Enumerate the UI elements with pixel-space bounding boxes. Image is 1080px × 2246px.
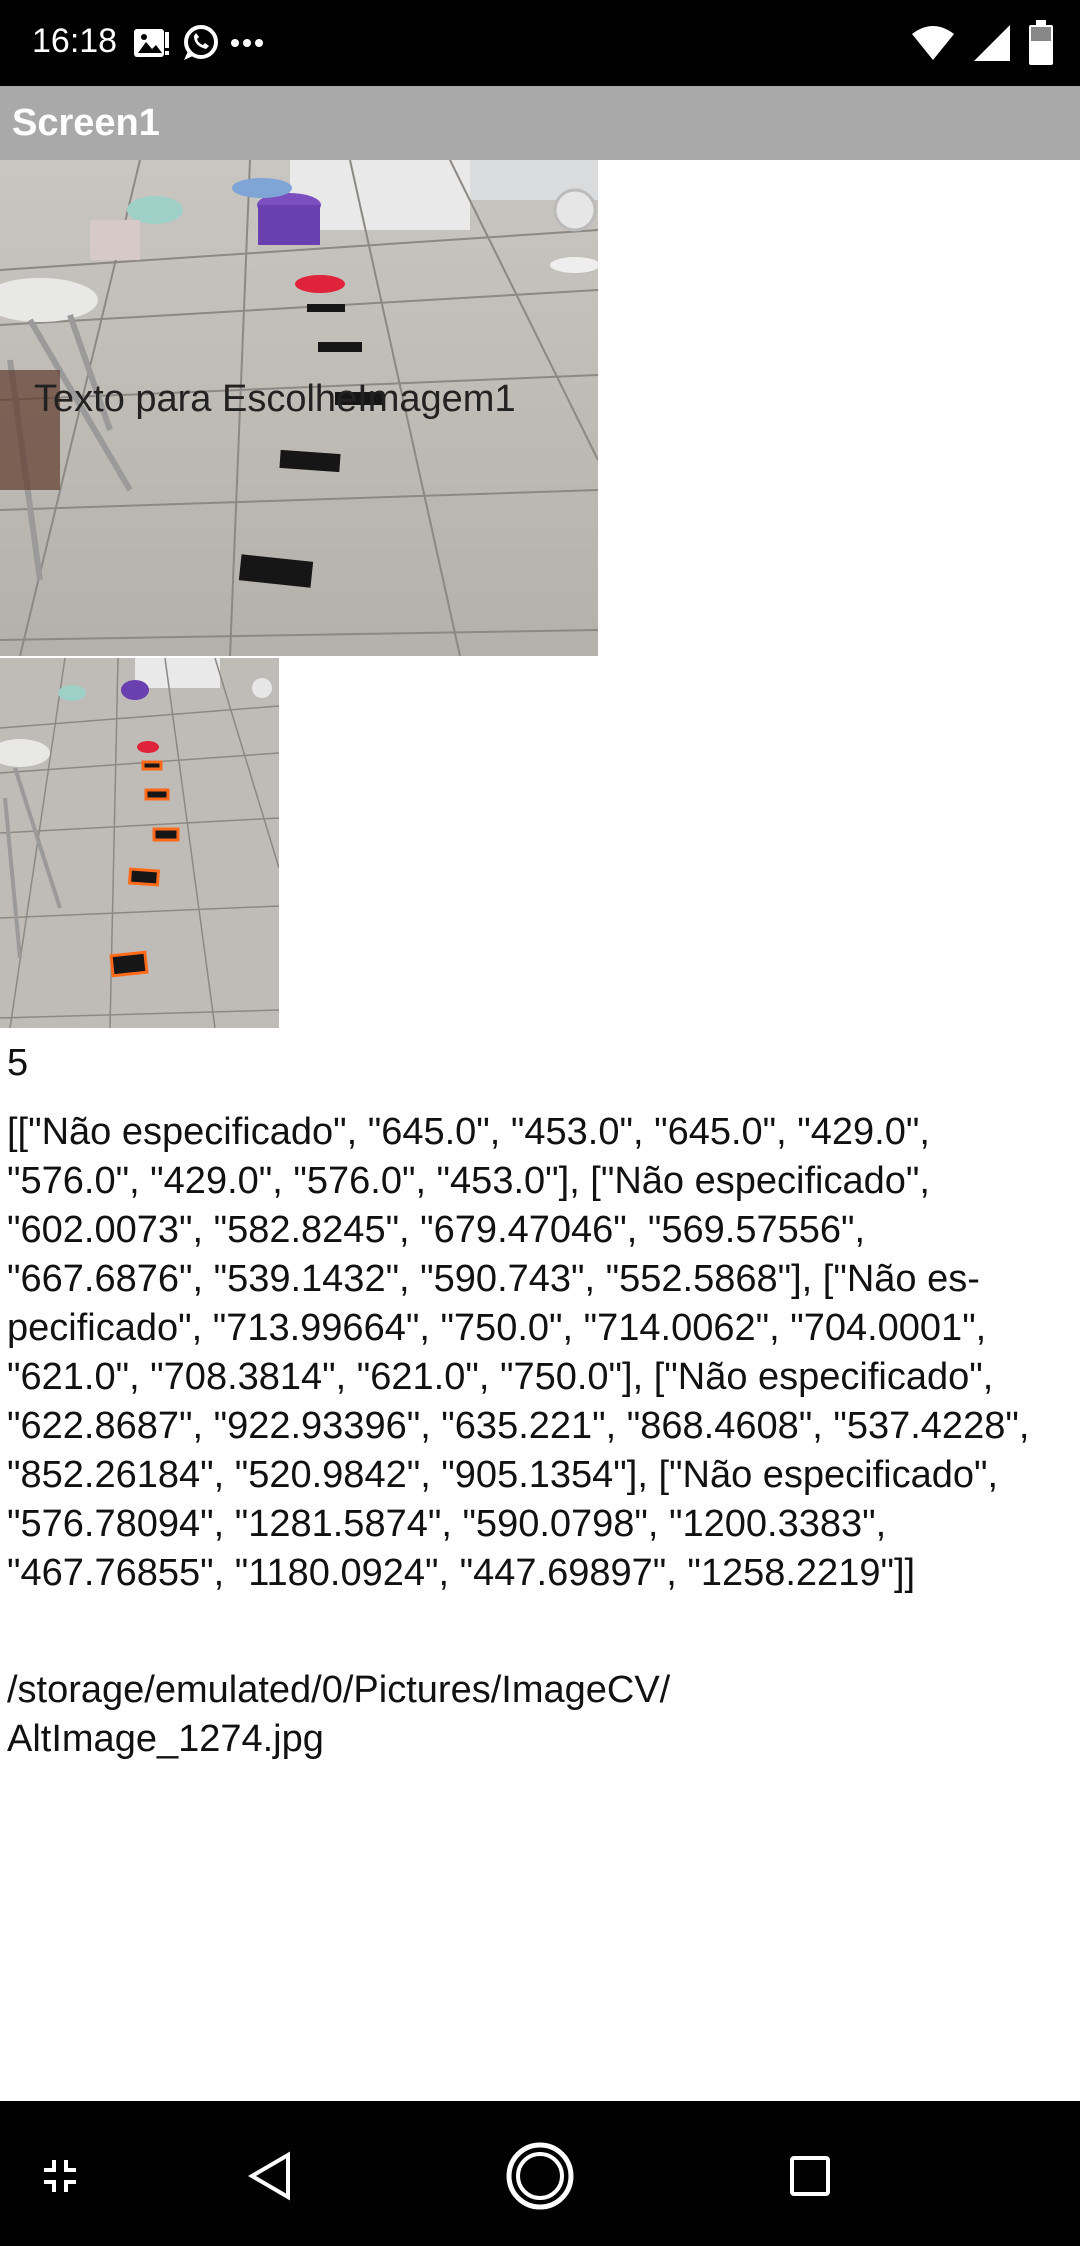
battery-icon [1029,20,1053,65]
title-bar: Screen1 [0,86,1080,160]
collapse-button[interactable] [15,2131,105,2221]
more-dots-icon [231,39,263,47]
detection-coordinates: [["Não especificado", "645.0", "453.0", … [7,1111,1030,1594]
home-icon [506,2142,574,2210]
file-path-line1: /storage/emulated/0/Pictures/ImageCV/ [7,1669,671,1711]
image-picker[interactable]: Texto para EscolheImagem1 [0,160,598,656]
status-right-icons [910,18,1054,68]
detection-count: 5 [7,1042,29,1084]
recents-button[interactable] [765,2131,855,2221]
back-button[interactable] [225,2131,315,2221]
status-time: 16:18 [32,22,118,60]
signal-icon [974,25,1010,61]
status-left-icons [132,20,264,66]
back-icon [248,2151,290,2201]
image-picker-label: Texto para EscolheImagem1 [34,378,516,420]
file-path-line2: AltImage_1274.jpg [7,1718,324,1760]
processed-image [0,658,279,1028]
screen-title: Screen1 [12,102,160,144]
status-bar: 16:18 [0,0,1080,86]
recents-icon [790,2156,830,2196]
file-path: /storage/emulated/0/Pictures/ImageCV/ Al… [7,1666,1071,1764]
image-notification-icon [134,29,169,57]
collapse-icon [44,2160,76,2192]
navigation-bar [0,2101,1080,2246]
home-button[interactable] [495,2131,585,2221]
floor-photo [0,160,598,656]
processed-photo [0,658,279,1028]
wifi-icon [912,26,954,60]
whatsapp-icon [184,25,218,60]
